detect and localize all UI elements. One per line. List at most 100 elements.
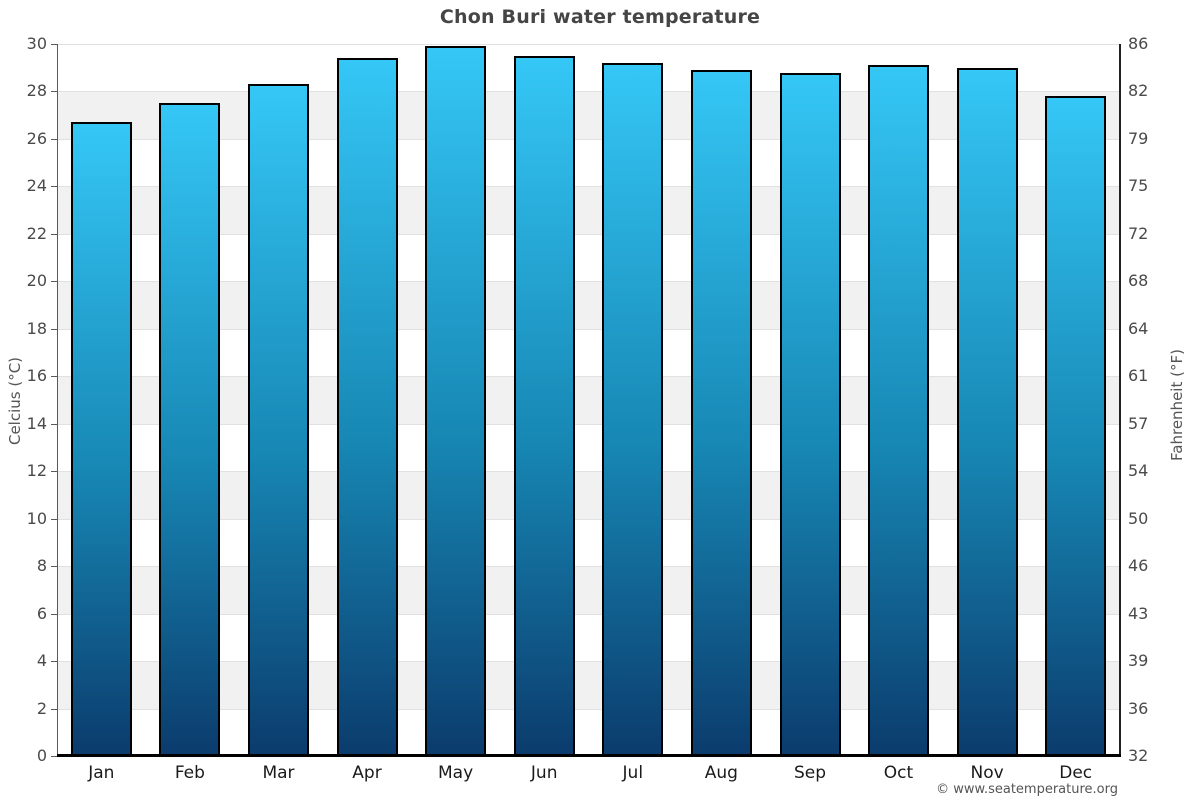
celsius-tick-label: 12 [26,461,47,481]
left-tick-mark [51,613,57,615]
month-label-feb: Feb [174,763,205,783]
celsius-tick-label: 14 [26,413,47,433]
bar-may [425,46,487,757]
celsius-tick-label: 20 [26,271,47,291]
fahrenheit-tick-label: 32 [1128,746,1149,765]
left-tick-mark [51,471,57,473]
bottom-axis-line [57,754,1121,757]
gridline [57,186,1120,188]
gridline [57,518,1120,520]
fahrenheit-tick-label: 57 [1128,413,1149,433]
left-tick-mark [51,281,57,283]
left-tick-mark [51,328,57,330]
left-tick-mark [51,423,57,425]
fahrenheit-tick-label: 54 [1128,461,1149,481]
celsius-tick-label: 16 [26,366,47,386]
fahrenheit-tick-label: 86 [1128,34,1149,53]
fahrenheit-tick-label: 79 [1128,128,1149,148]
grid-band [57,281,1120,329]
month-label-apr: Apr [352,763,382,783]
gridline [57,423,1120,425]
left-tick-mark [51,566,57,568]
left-tick-mark [51,376,57,378]
month-label-mar: Mar [262,763,295,783]
month-label-dec: Dec [1059,763,1093,783]
gridline [57,233,1120,235]
celsius-tick-label: 0 [36,746,47,765]
bar-mar [248,84,309,757]
left-tick-mark [51,44,57,45]
copyright-text: © www.seatemperature.org [936,782,1118,797]
fahrenheit-tick-label: 64 [1128,318,1149,338]
celsius-tick-label: 10 [26,508,47,528]
fahrenheit-tick-label: 39 [1128,651,1149,671]
bar-jun [513,55,575,757]
fahrenheit-tick-label: 68 [1128,271,1149,291]
celsius-tick-label: 8 [36,556,47,576]
grid-band [57,376,1120,424]
fahrenheit-tick-label: 61 [1128,366,1149,386]
bar-sep [779,72,841,757]
left-tick-mark [51,91,57,93]
bar-feb [159,103,221,757]
gridline [57,566,1120,568]
bar-aug [690,70,752,757]
celsius-tick-label: 18 [26,318,47,338]
celsius-tick-label: 24 [26,176,47,196]
gridline [57,471,1120,473]
month-label-jul: Jul [622,763,644,783]
grid-band [57,91,1120,139]
left-tick-mark [51,756,57,757]
bar-dec [1045,96,1107,757]
bar-apr [336,58,398,757]
celsius-tick-label: 22 [26,223,47,243]
month-label-oct: Oct [883,763,914,783]
fahrenheit-tick-label: 82 [1128,81,1149,101]
celsius-tick-label: 28 [26,81,47,101]
month-label-sep: Sep [793,763,827,783]
gridline [57,376,1120,378]
left-tick-mark [51,233,57,235]
celsius-tick-label: 2 [36,698,47,718]
left-tick-mark [51,518,57,520]
gridline [57,661,1120,663]
grid-band [57,661,1120,709]
fahrenheit-tick-label: 43 [1128,603,1149,623]
bar-jan [70,122,132,757]
grid-band [57,471,1120,519]
fahrenheit-tick-label: 50 [1128,508,1149,528]
gridline [57,44,1120,45]
celsius-tick-label: 30 [26,34,47,53]
month-label-aug: Aug [704,763,738,783]
left-axis-line [57,44,58,756]
month-label-jan: Jan [88,763,115,783]
right-axis-line [1119,44,1121,756]
left-tick-mark [51,186,57,188]
gridline [57,91,1120,93]
right-axis-title: Fahrenheit (°F) [1168,349,1186,461]
bar-oct [868,65,929,757]
fahrenheit-tick-label: 46 [1128,556,1149,576]
bar-jul [602,63,664,757]
chart-title: Chon Buri water temperature [439,6,761,28]
gridline [57,328,1120,330]
month-label-may: May [438,763,474,783]
month-label-jun: Jun [530,763,558,783]
gridline [57,281,1120,283]
celsius-tick-label: 6 [36,603,47,623]
fahrenheit-tick-label: 75 [1128,176,1149,196]
fahrenheit-tick-label: 72 [1128,223,1149,243]
grid-band [57,186,1120,234]
celsius-tick-label: 4 [36,651,47,671]
fahrenheit-tick-label: 36 [1128,698,1149,718]
gridline [57,138,1120,140]
gridline [57,708,1120,710]
bar-nov [956,67,1018,757]
grid-band [57,566,1120,614]
left-tick-mark [51,708,57,710]
month-label-nov: Nov [970,763,1004,783]
left-tick-mark [51,138,57,140]
gridline [57,613,1120,615]
left-tick-mark [51,661,57,663]
